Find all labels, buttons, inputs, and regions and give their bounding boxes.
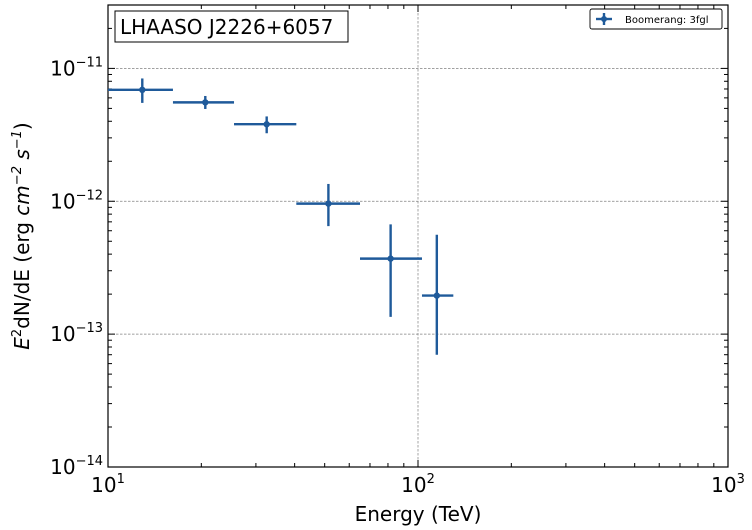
y-tick-labels: 10−14 10−13 10−12 10−11 xyxy=(50,55,103,479)
point-marker xyxy=(263,121,270,128)
legend-box xyxy=(589,8,723,30)
x-axis-title: Energy (TeV) xyxy=(355,502,482,526)
data-point xyxy=(172,95,235,109)
data-point xyxy=(421,234,454,355)
data-point xyxy=(108,78,173,103)
data-layer xyxy=(108,78,454,355)
legend-marker xyxy=(596,13,612,25)
x-tick-label: 103 xyxy=(711,472,745,497)
y-tick-label: 10−13 xyxy=(50,321,103,346)
y-tick-label: 10−11 xyxy=(50,55,103,80)
y-axis-title: E2dN/dE (erg cm−2 s−1) xyxy=(10,122,34,349)
point-marker xyxy=(325,200,332,207)
data-point xyxy=(360,224,422,317)
chart-title-box xyxy=(114,10,349,43)
plot-frame xyxy=(107,4,729,468)
legend-label: Boomerang: 3fgl xyxy=(625,15,708,26)
data-point xyxy=(234,116,297,134)
y-tick-label: 10−14 xyxy=(50,454,103,479)
point-marker xyxy=(433,292,441,299)
grid-layer xyxy=(108,5,728,467)
data-point xyxy=(296,183,361,227)
point-marker xyxy=(387,255,394,262)
minor-tick-layer xyxy=(108,5,728,467)
x-tick-label: 102 xyxy=(401,472,435,497)
point-marker xyxy=(202,99,209,106)
x-tick-label: 101 xyxy=(91,472,125,497)
y-tick-label: 10−12 xyxy=(50,188,103,213)
x-tick-labels: 101 102 103 xyxy=(91,472,745,497)
chart-title: LHAASO J2226+6057 xyxy=(120,15,333,39)
point-marker xyxy=(139,86,146,94)
